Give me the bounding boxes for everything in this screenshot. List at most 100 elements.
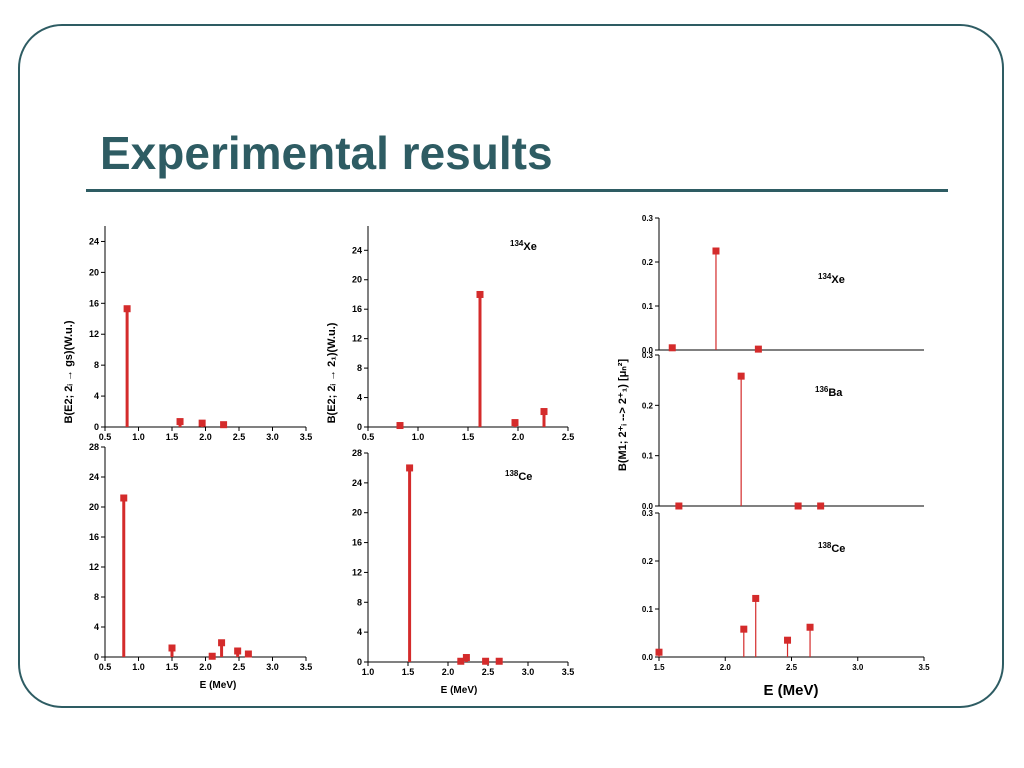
p7-ytick-label: 0.2 bbox=[642, 557, 654, 566]
p2-data-point bbox=[540, 408, 548, 416]
p7-isotope-label: 138Ce bbox=[818, 541, 845, 555]
p6-ytick-label: 0.1 bbox=[642, 452, 654, 461]
p4-isotope-mass: 138 bbox=[505, 469, 519, 478]
slide-frame bbox=[18, 24, 1004, 708]
p3-data-point bbox=[218, 639, 226, 647]
p3-xtick-label: 0.5 bbox=[99, 662, 112, 672]
p4-xtick-label: 1.5 bbox=[402, 667, 415, 677]
p3-xtick-label: 1.5 bbox=[166, 662, 179, 672]
p3-ytick-label: 8 bbox=[94, 592, 99, 602]
p1-xtick-label: 2.5 bbox=[233, 432, 246, 442]
p2-xtick-label: 1.5 bbox=[462, 432, 475, 442]
p5-ytick-label: 0.3 bbox=[642, 214, 654, 223]
p7-data-point bbox=[806, 623, 814, 631]
p3-ytick-label: 20 bbox=[89, 502, 99, 512]
p2-data-point bbox=[476, 290, 484, 298]
p6-data-point bbox=[817, 502, 825, 510]
p7-xtick-label: 3.5 bbox=[918, 663, 930, 672]
p7-data-point bbox=[752, 594, 760, 602]
p7-xlabel: E (MeV) bbox=[763, 682, 818, 699]
p2-ytick-label: 12 bbox=[352, 334, 362, 344]
p4-data-point bbox=[406, 464, 414, 472]
p2-ytick-label: 20 bbox=[352, 275, 362, 285]
p2-ytick-label: 16 bbox=[352, 304, 362, 314]
p3-ytick-label: 12 bbox=[89, 562, 99, 572]
p2-isotope-mass: 134 bbox=[510, 239, 524, 248]
title-rule bbox=[86, 189, 948, 192]
p3-ytick-label: 24 bbox=[89, 472, 99, 482]
p4-ytick-label: 12 bbox=[352, 567, 362, 577]
p4-ytick-label: 20 bbox=[352, 508, 362, 518]
p6-ytick-label: 0.3 bbox=[642, 351, 654, 360]
p6-isotope-label: 136Ba bbox=[815, 385, 843, 399]
p5-ytick-label: 0.0 bbox=[642, 346, 654, 355]
p2-ytick-label: 8 bbox=[357, 363, 362, 373]
p3-ytick-label: 4 bbox=[94, 622, 99, 632]
p2-data-point bbox=[511, 419, 519, 427]
p3-xtick-label: 1.0 bbox=[132, 662, 145, 672]
p7-isotope-mass: 138 bbox=[818, 541, 832, 550]
p4-xlabel: E (MeV) bbox=[441, 685, 478, 696]
ylabel-mid: B(E2; 2ᵢ → 2₁)(W.u.) bbox=[326, 322, 338, 423]
p6-isotope-symbol: Ba bbox=[828, 387, 843, 399]
p4-data-point bbox=[457, 657, 465, 665]
p3-xtick-label: 3.5 bbox=[300, 662, 313, 672]
p4-ytick-label: 28 bbox=[352, 448, 362, 458]
p2-ytick-label: 24 bbox=[352, 245, 362, 255]
p2-xtick-label: 0.5 bbox=[362, 432, 375, 442]
p5-data-point bbox=[754, 345, 762, 353]
p7-xtick-label: 3.0 bbox=[852, 663, 864, 672]
p3-xtick-label: 2.5 bbox=[233, 662, 246, 672]
p3-ytick-label: 0 bbox=[94, 652, 99, 662]
p1-xtick-label: 1.5 bbox=[166, 432, 179, 442]
p1-xtick-label: 3.5 bbox=[300, 432, 313, 442]
p5-isotope-symbol: Xe bbox=[831, 274, 844, 286]
p4-data-point bbox=[462, 654, 470, 662]
p6-data-point bbox=[675, 502, 683, 510]
p4-ytick-label: 16 bbox=[352, 538, 362, 548]
p7-ytick-label: 0.1 bbox=[642, 605, 654, 614]
p6-isotope-mass: 136 bbox=[815, 385, 829, 394]
p7-ytick-label: 0.0 bbox=[642, 653, 654, 662]
p1-xtick-label: 0.5 bbox=[99, 432, 112, 442]
p3-xtick-label: 3.0 bbox=[266, 662, 279, 672]
p1-ytick-label: 20 bbox=[89, 267, 99, 277]
p6-data-point bbox=[737, 372, 745, 380]
p1-data-point bbox=[123, 305, 131, 313]
p4-xtick-label: 2.0 bbox=[442, 667, 455, 677]
p7-xtick-label: 1.5 bbox=[653, 663, 665, 672]
p3-ytick-label: 16 bbox=[89, 532, 99, 542]
p4-ytick-label: 24 bbox=[352, 478, 362, 488]
p3-data-point bbox=[234, 647, 242, 655]
p1-xtick-label: 3.0 bbox=[266, 432, 279, 442]
p7-data-point bbox=[784, 636, 792, 644]
p3-ytick-label: 28 bbox=[89, 442, 99, 452]
p7-ytick-label: 0.3 bbox=[642, 509, 654, 518]
p5-data-point bbox=[668, 344, 676, 352]
ylabel-right: B(M1; 2⁺ᵢ --> 2⁺₁) [μₙ²] bbox=[617, 359, 629, 472]
p7-isotope-symbol: Ce bbox=[831, 543, 845, 555]
p1-ytick-label: 24 bbox=[89, 236, 99, 246]
ylabel-left: B(E2; 2ᵢ → gs)(W.u.) bbox=[63, 320, 75, 423]
p2-xtick-label: 1.0 bbox=[412, 432, 425, 442]
p3-xtick-label: 2.0 bbox=[199, 662, 212, 672]
p3-data-point bbox=[208, 652, 216, 660]
p5-data-point bbox=[712, 247, 720, 255]
p1-data-point bbox=[198, 419, 206, 427]
p1-ytick-label: 4 bbox=[94, 391, 99, 401]
p5-ytick-label: 0.1 bbox=[642, 302, 654, 311]
p2-ytick-label: 0 bbox=[357, 422, 362, 432]
p4-xtick-label: 3.0 bbox=[522, 667, 535, 677]
p2-isotope-label: 134Xe bbox=[510, 239, 537, 253]
p1-data-point bbox=[220, 421, 228, 429]
p5-isotope-label: 134Xe bbox=[818, 272, 845, 286]
p2-data-point bbox=[396, 422, 404, 430]
p2-isotope-symbol: Xe bbox=[523, 241, 536, 253]
p3-xlabel: E (MeV) bbox=[200, 680, 237, 691]
p4-xtick-label: 2.5 bbox=[482, 667, 495, 677]
p7-data-point bbox=[655, 648, 663, 656]
p2-xtick-label: 2.0 bbox=[512, 432, 525, 442]
p4-xtick-label: 3.5 bbox=[562, 667, 575, 677]
p2-ytick-label: 4 bbox=[357, 393, 362, 403]
